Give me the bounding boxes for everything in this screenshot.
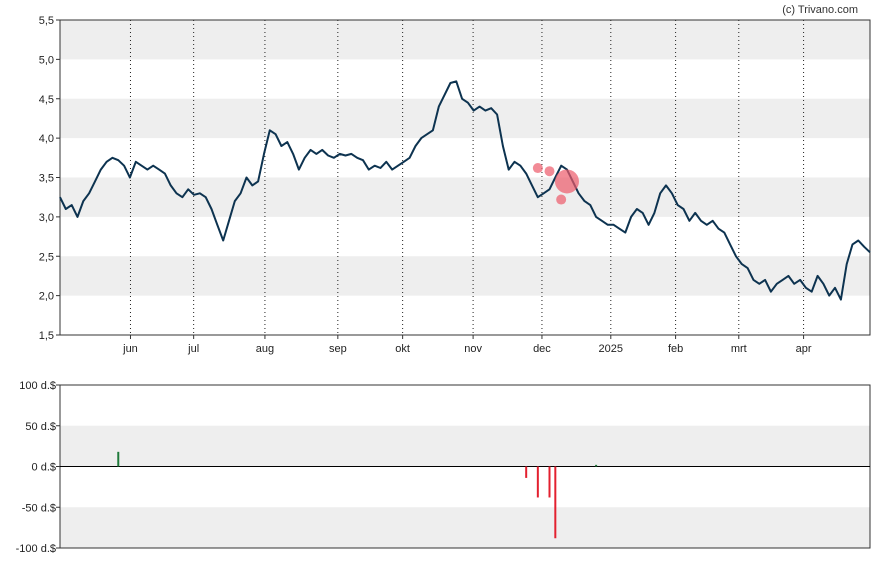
- flow-y-tick-label: -100 d.$: [16, 543, 56, 555]
- credit-label: (c) Trivano.com: [782, 4, 858, 16]
- price-event-marker: [556, 194, 567, 205]
- flow-grid-band: [60, 425, 870, 467]
- price-y-tick-label: 5,0: [39, 54, 54, 66]
- price-x-tick-label: aug: [256, 343, 274, 355]
- price-grid-band: [60, 256, 870, 296]
- price-event-marker: [544, 166, 555, 177]
- price-x-tick-label: jun: [122, 343, 138, 355]
- flow-y-tick-label: 50 d.$: [25, 421, 56, 433]
- price-y-tick-label: 2,5: [39, 251, 54, 263]
- price-x-tick-label: jul: [187, 343, 199, 355]
- price-x-tick-label: apr: [796, 343, 812, 355]
- flow-panel: -100 d.$ -50 d.$ 0 d.$ 50 d.$ 100 d.$: [16, 380, 871, 555]
- price-y-tick-label: 4,0: [39, 133, 54, 145]
- price-y-tick-label: 3,5: [39, 173, 54, 185]
- price-event-marker: [554, 169, 579, 194]
- price-grid-band: [60, 20, 870, 60]
- price-x-tick-label: dec: [533, 343, 551, 355]
- flow-y-tick-label: 0 d.$: [32, 462, 56, 474]
- price-x-tick-label: nov: [464, 343, 482, 355]
- price-y-tick-label: 2,0: [39, 291, 54, 303]
- price-y-tick-label: 1,5: [39, 330, 54, 342]
- price-y-tick-label: 4,5: [39, 94, 54, 106]
- price-event-marker: [532, 163, 543, 174]
- price-grid-band: [60, 98, 870, 139]
- price-x-tick-label: feb: [668, 343, 683, 355]
- price-series-line: [59, 80, 871, 301]
- price-x-tick-label: mrt: [731, 343, 747, 355]
- price-y-tick-label: 3,0: [39, 212, 54, 224]
- price-x-tick-label: 2025: [599, 343, 623, 355]
- price-x-tick-label: sep: [329, 343, 347, 355]
- price-y-tick-label: 5,5: [39, 15, 54, 27]
- price-panel: 1,5 2,0 2,5 3,0 3,5 4,0 4,5 5,0 5,5 jun jul aug sep…: [39, 15, 871, 355]
- price-grid-band: [60, 177, 870, 217]
- flow-y-tick-label: 100 d.$: [19, 380, 56, 392]
- flow-grid-band: [60, 507, 870, 548]
- price-x-tick-label: okt: [395, 343, 410, 355]
- flow-y-tick-label: -50 d.$: [22, 502, 56, 514]
